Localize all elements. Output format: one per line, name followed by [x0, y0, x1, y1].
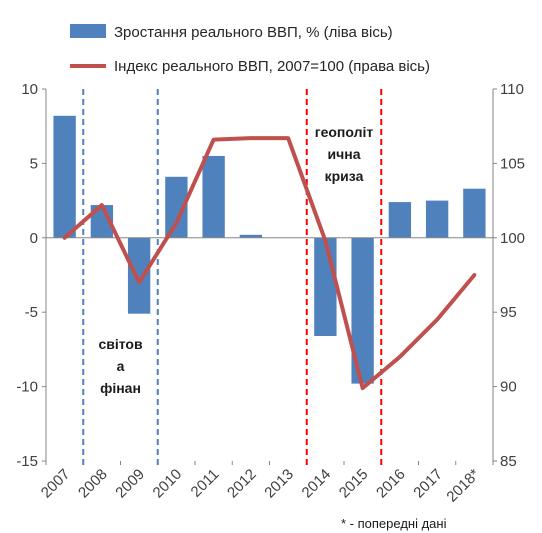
point-gdp-index-2018 [473, 274, 475, 276]
point-gdp-index-2016 [399, 356, 401, 358]
bar-gdp-growth-2018 [463, 188, 486, 238]
bar-gdp-growth-2012 [239, 234, 263, 238]
point-gdp-index-2012 [250, 137, 252, 139]
point-gdp-index-2009 [138, 281, 140, 283]
left-tick-label: -10 [16, 379, 38, 396]
bar-gdp-growth-2014 [314, 237, 337, 337]
point-gdp-index-2017 [436, 319, 438, 321]
right-tick-label: 110 [500, 81, 524, 98]
right-tick-label: 95 [500, 304, 517, 321]
left-tick-label: -15 [16, 453, 38, 470]
point-gdp-index-2013 [287, 137, 289, 139]
annotation-label: а [117, 358, 125, 374]
right-tick-label: 100 [500, 230, 525, 247]
legend: Зростання реального ВВП, % (ліва вісь) І… [70, 24, 430, 75]
point-gdp-index-2014 [324, 240, 326, 242]
bar-gdp-growth-2010 [165, 176, 188, 238]
bar-gdp-growth-2016 [388, 202, 412, 238]
right-tick-label: 85 [500, 453, 517, 470]
legend-label-gdp-index: Індекс реального ВВП, 2007=100 (права ві… [114, 58, 430, 75]
point-gdp-index-2011 [213, 139, 215, 141]
point-gdp-index-2010 [175, 222, 177, 224]
bar-gdp-growth-2011 [202, 155, 225, 238]
left-tick-label: 10 [21, 81, 38, 98]
point-gdp-index-2008 [101, 204, 103, 206]
bar-gdp-growth-2007 [53, 115, 76, 238]
annotation-label: геополіт [315, 124, 374, 140]
point-gdp-index-2007 [64, 237, 66, 239]
footnote: * - попередні дані [341, 516, 447, 531]
legend-swatch-gdp-growth [70, 24, 106, 38]
annotation-label: криза [325, 168, 364, 184]
point-gdp-index-2015 [362, 387, 364, 389]
bar-gdp-growth-2015 [351, 237, 374, 384]
bar-gdp-growth-2017 [425, 200, 449, 238]
annotation-label: ична [328, 146, 361, 162]
annotation-label: фінан [100, 380, 141, 396]
legend-label-gdp-growth: Зростання реального ВВП, % (ліва вісь) [114, 24, 393, 41]
line-gdp-index [62, 136, 477, 391]
right-tick-label: 105 [500, 155, 525, 172]
annotation-label: світов [98, 336, 143, 352]
left-tick-label: -5 [25, 304, 38, 321]
left-tick-label: 5 [30, 155, 38, 172]
left-tick-label: 0 [30, 230, 38, 247]
bar-gdp-growth-2009 [127, 237, 151, 314]
right-tick-label: 90 [500, 379, 517, 396]
